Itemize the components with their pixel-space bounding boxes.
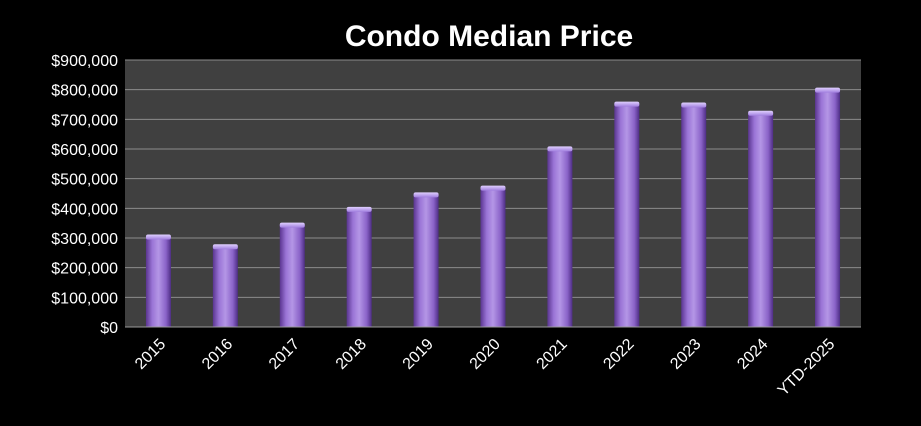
y-tick-label: $300,000: [51, 231, 118, 248]
bar: [145, 234, 171, 327]
bar-body: [748, 112, 774, 327]
bar: [748, 110, 774, 327]
y-tick-label: $400,000: [51, 201, 118, 218]
bar: [346, 206, 372, 327]
bar-body: [279, 224, 305, 327]
y-tick-label: $700,000: [51, 112, 118, 129]
bar: [279, 222, 305, 327]
bar: [547, 146, 573, 327]
bar-top: [614, 101, 640, 107]
bar-top: [480, 185, 506, 191]
bar-body: [346, 208, 372, 327]
y-tick-label: $0: [100, 320, 118, 337]
bar-body: [815, 89, 841, 328]
y-tick-label: $100,000: [51, 290, 118, 307]
bar-body: [681, 104, 707, 327]
bar-body: [480, 187, 506, 327]
y-tick-label: $200,000: [51, 261, 118, 278]
bar-body: [614, 103, 640, 327]
y-tick-label: $600,000: [51, 142, 118, 159]
bar-body: [145, 236, 171, 327]
bar-top: [748, 110, 774, 116]
y-axis-tick-labels: $0 $100,000 $200,000 $300,000 $400,000 $500,0…: [51, 53, 118, 337]
bar-top: [815, 87, 841, 93]
bar-top: [212, 244, 238, 250]
bar: [413, 192, 439, 327]
bar: [614, 101, 640, 327]
chart-title: Condo Median Price: [345, 20, 633, 53]
y-tick-label: $900,000: [51, 53, 118, 70]
bar-body: [413, 194, 439, 327]
bar-top: [279, 222, 305, 228]
bar-top: [346, 206, 372, 212]
bar: [212, 244, 238, 327]
bar-body: [212, 246, 238, 327]
bar-top: [681, 102, 707, 108]
bars: [145, 87, 841, 328]
y-tick-label: $800,000: [51, 83, 118, 100]
bar-top: [145, 234, 171, 240]
bar: [480, 185, 506, 327]
bar: [681, 102, 707, 327]
y-tick-label: $500,000: [51, 172, 118, 189]
bar-body: [547, 148, 573, 327]
bar: [815, 87, 841, 328]
bar-top: [547, 146, 573, 152]
bar-top: [413, 192, 439, 198]
